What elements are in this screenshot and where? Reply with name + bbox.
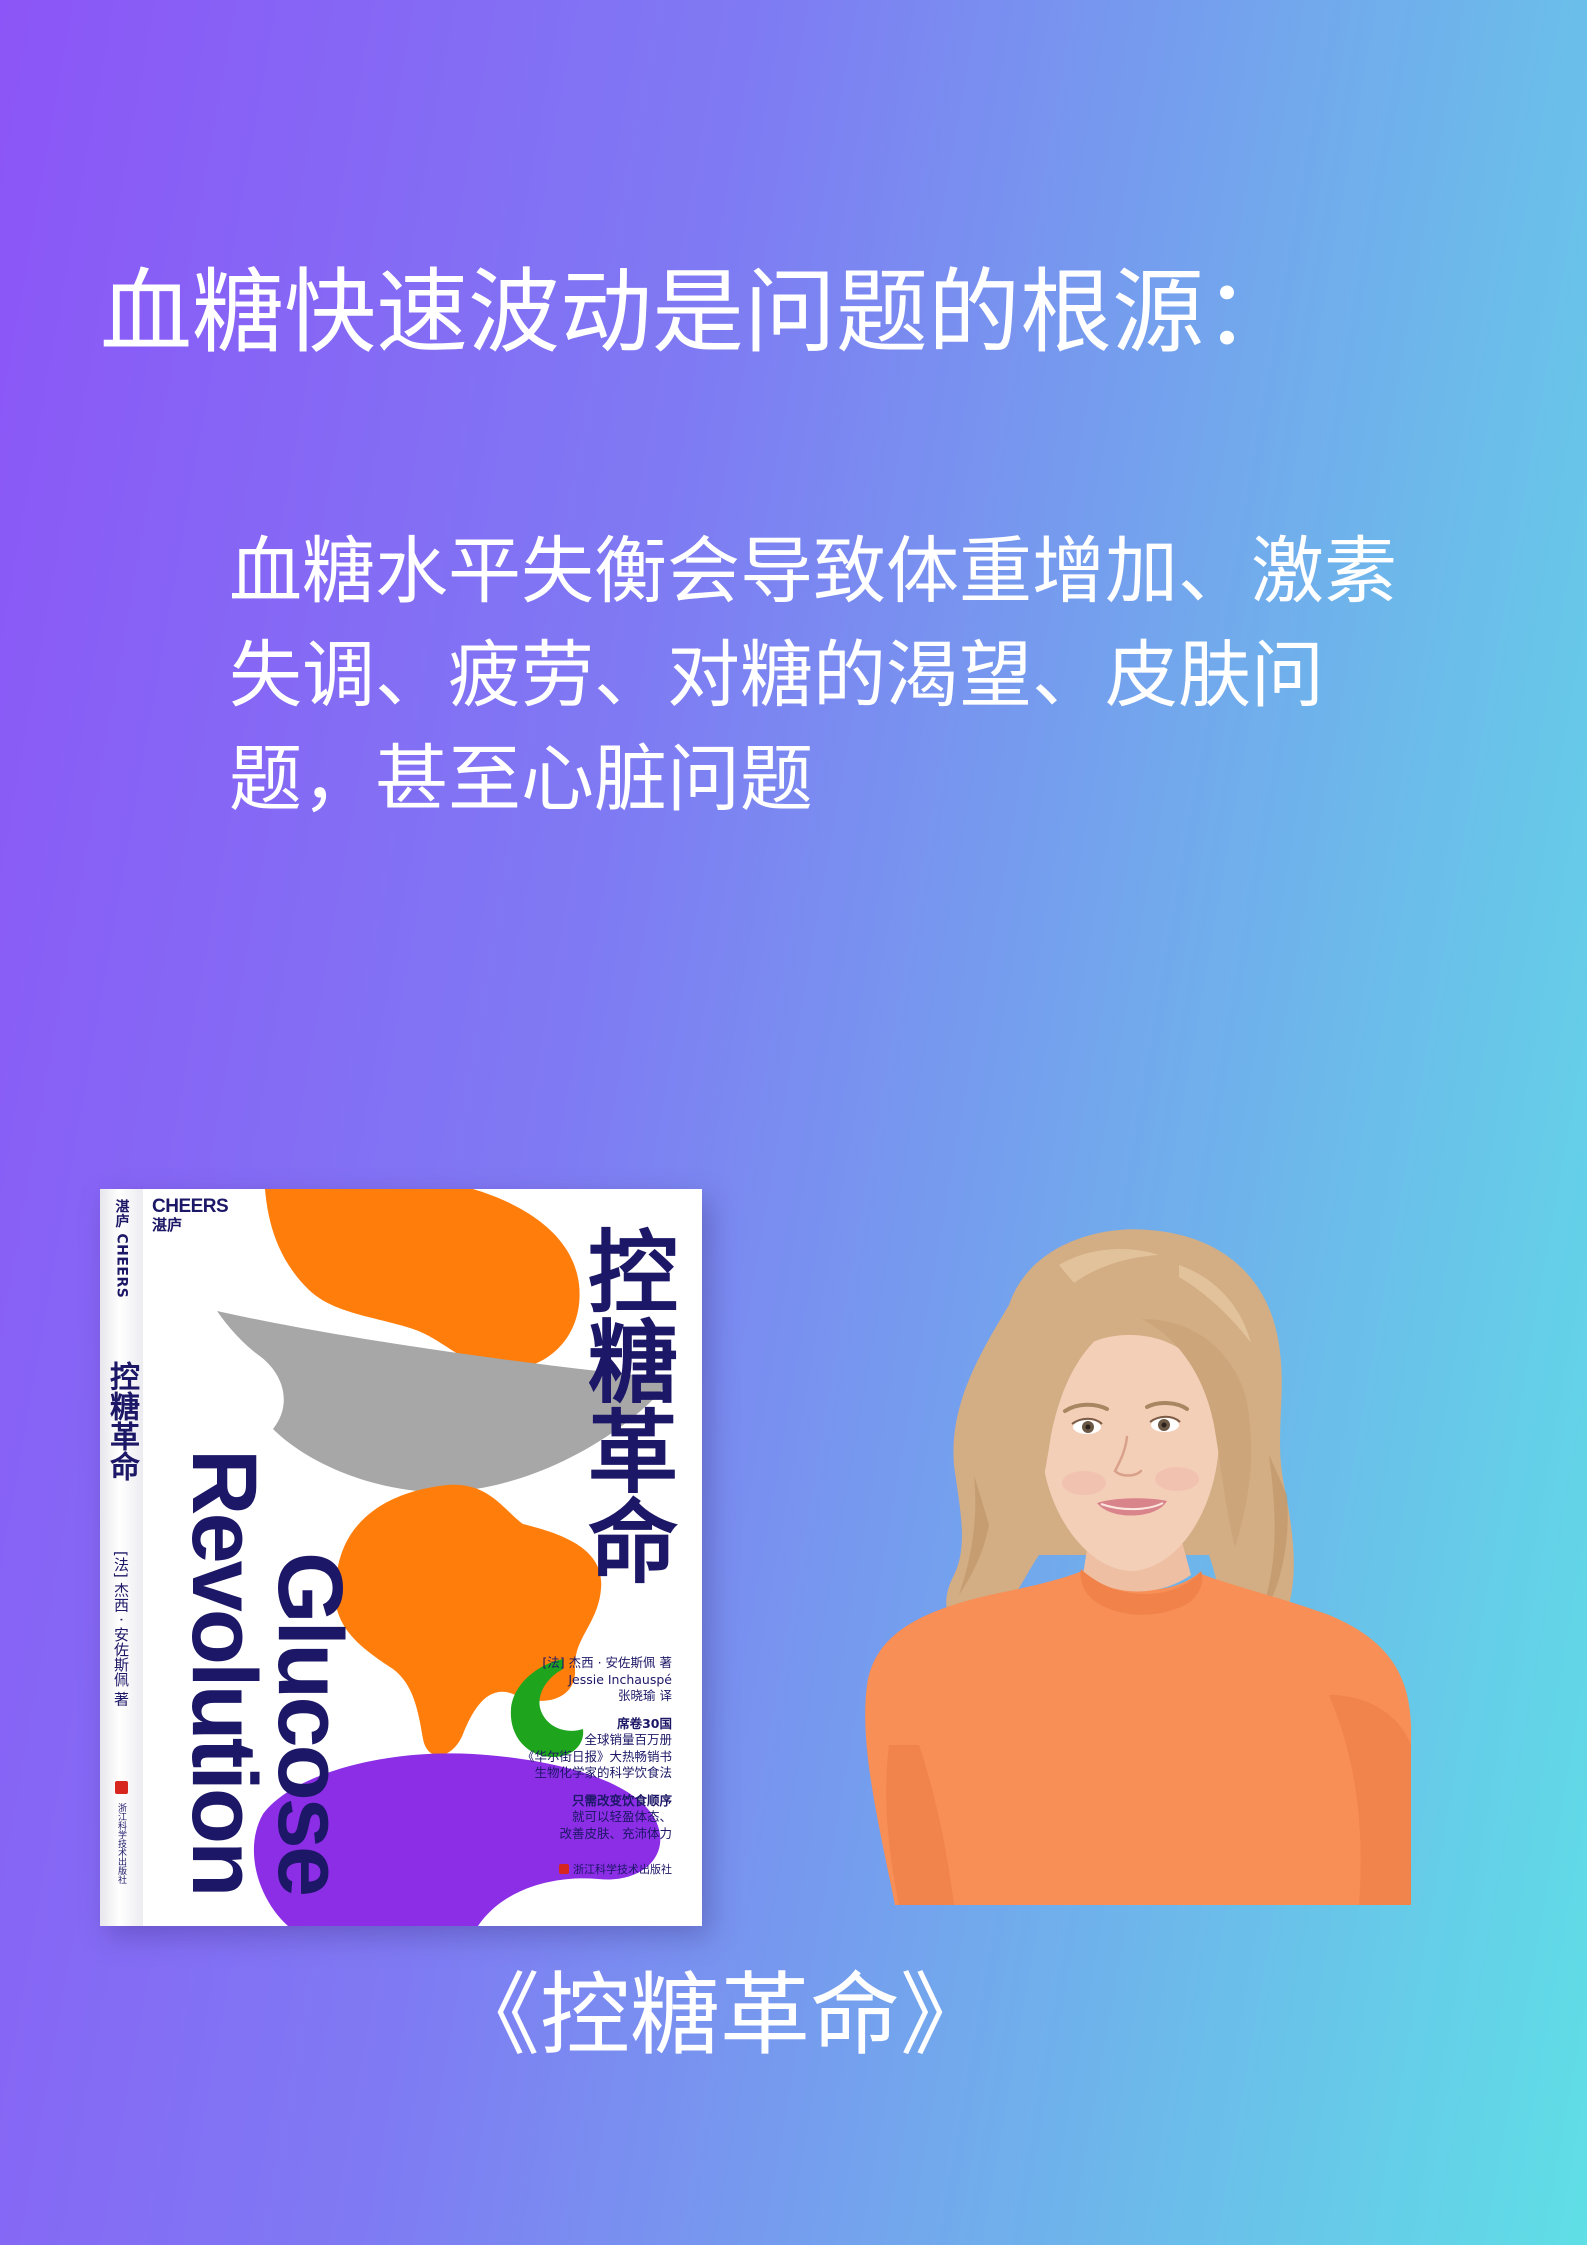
eyes [1071,1415,1181,1434]
spine-author: [法] 杰西 · 安佐斯佩 著 [112,1551,130,1707]
page-title: 血糖快速波动是问题的根源： [100,259,1297,366]
cover-blurb: 《华尔街日报》大热畅销书 [521,1748,672,1764]
hair-front-left [1000,1313,1117,1547]
body-paragraph: 血糖水平失衡会导致体重增加、激素失调、疲劳、对糖的渴望、皮肤问题，甚至心脏问题 [229,529,1397,822]
face [1041,1335,1219,1571]
cover-author-en: Jessie Inchauspé [568,1671,672,1687]
cover-artwork [217,1189,672,1926]
gray-wedge-shape [217,1311,672,1493]
cover-translator: 张晓瑜 译 [618,1688,672,1703]
spine-publisher: 浙江科学技术出版社 [116,1803,126,1884]
cover-brand-logo: CHEERS 湛庐 [152,1196,229,1234]
smile [1097,1498,1167,1516]
cover-publisher: 浙江科学技术出版社 [559,1861,672,1877]
book-cover-image: 湛庐 CHEERS 控糖革命 [法] 杰西 · 安佐斯佩 著 浙江科学技术出版社… [100,1189,702,1926]
cover-promise: 只需改变饮食顺序 [571,1792,672,1808]
cover-blurb: 全球销量百万册 [584,1732,672,1747]
book-spine: 湛庐 CHEERS 控糖革命 [法] 杰西 · 安佐斯佩 著 浙江科学技术出版社 [100,1189,144,1926]
orange-sweater [865,1570,1411,1905]
book-caption: 《控糖革命》 [450,1963,990,2068]
spine-brand: 湛庐 CHEERS [113,1199,130,1299]
cover-title-en-line1: Glucose [259,1551,361,1894]
orange-top-blob [265,1189,580,1370]
green-blob [510,1659,584,1757]
cover-title-en-line2: Revolution [173,1448,275,1894]
cover-author-cn: [法] 杰西 · 安佐斯佩 著 [542,1655,672,1670]
book-front-cover: CHEERS 湛庐 控糖革命 Glucose Revolution [法] 杰西… [143,1189,702,1926]
cover-title-en: Glucose Revolution [173,1379,361,1894]
cover-info-block: [法] 杰西 · 安佐斯佩 著 Jessie Inchauspé 张晓瑜 译 席… [472,1655,672,1842]
cover-blurb: 生物化学家的科学饮食法 [534,1765,672,1780]
author-photo [859,1225,1411,1905]
purple-bottom-blob [253,1753,661,1926]
cover-promise: 改善皮肤、充沛体力 [559,1825,672,1841]
hair-front-right [1142,1319,1252,1547]
author-portrait-illustration [865,1229,1411,1905]
spine-title: 控糖革命 [104,1361,139,1481]
cover-brand-cn: 湛庐 [152,1216,183,1234]
publisher-logo-icon [115,1781,128,1794]
nose [1113,1435,1143,1477]
cover-promise: 就可以轻盈体态、 [571,1809,672,1824]
sweater-collar [1080,1569,1203,1615]
cover-title-cn: 控糖革命 [572,1225,677,1585]
cover-brand-en: CHEERS [152,1196,229,1217]
cover-publisher-name: 浙江科学技术出版社 [573,1863,672,1876]
cover-blurb: 席卷30国 [617,1715,672,1731]
publisher-logo-icon [559,1864,569,1874]
